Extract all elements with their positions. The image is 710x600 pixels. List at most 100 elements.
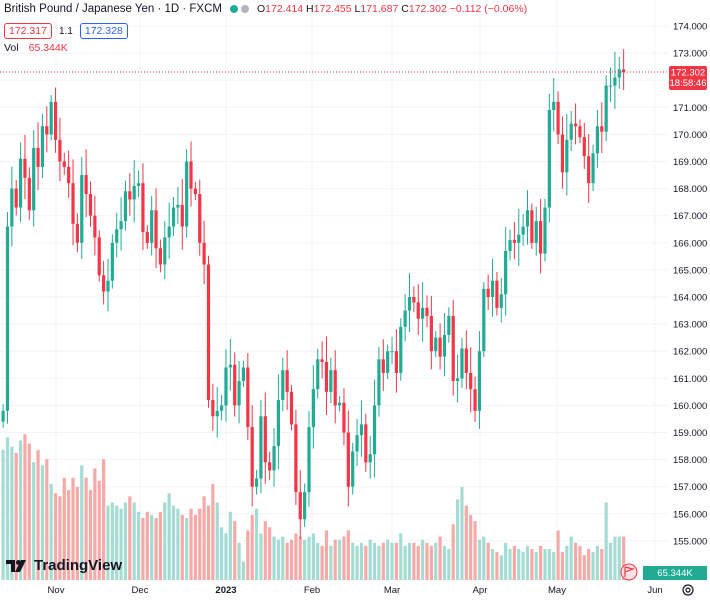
volume-bar xyxy=(49,483,53,580)
volume-tag-value: 65.344K xyxy=(657,568,693,579)
candle-body xyxy=(14,188,18,208)
volume-bar xyxy=(355,545,359,580)
volume-bar xyxy=(490,549,495,580)
candle-body xyxy=(316,359,320,390)
volume-bar xyxy=(106,505,110,580)
candle-body xyxy=(512,240,516,243)
candle xyxy=(27,167,31,220)
candle-body xyxy=(442,334,447,357)
candle-body xyxy=(617,69,621,78)
candle xyxy=(582,122,586,170)
candle-body xyxy=(534,221,538,243)
candle xyxy=(508,229,512,261)
volume-bar xyxy=(246,530,250,580)
candle-body xyxy=(394,351,398,373)
flag-icon[interactable] xyxy=(620,563,638,581)
candle-body xyxy=(469,372,473,390)
price-tag-countdown: 18:58:46 xyxy=(670,78,707,89)
volume-bar xyxy=(32,462,36,580)
candle-body xyxy=(233,364,237,406)
candle xyxy=(18,142,23,223)
volume-bar xyxy=(294,533,298,580)
candle xyxy=(460,337,464,388)
candle-body xyxy=(372,405,377,455)
candle-body xyxy=(412,297,416,303)
candle-body xyxy=(407,297,412,311)
tradingview-logo[interactable]: TradingView xyxy=(6,557,122,574)
candle-body xyxy=(115,229,119,243)
candle xyxy=(268,451,272,480)
volume-bar xyxy=(189,508,193,580)
volume-bar xyxy=(517,549,521,580)
candle-body xyxy=(303,492,307,520)
volume-bar xyxy=(202,496,206,580)
volume-bar xyxy=(455,499,460,580)
volume-bar xyxy=(486,542,490,580)
candle xyxy=(154,188,158,268)
candle-body xyxy=(123,191,128,222)
gear-icon[interactable] xyxy=(682,584,694,596)
volume-bar xyxy=(573,542,578,580)
volume-tag-background xyxy=(643,566,707,580)
symbol-title[interactable]: British Pound / Japanese Yen · 1D · FXCM xyxy=(4,3,222,15)
volume-bar xyxy=(416,545,420,580)
volume-bar xyxy=(298,536,302,580)
sell-price-button[interactable]: 172.317 xyxy=(4,23,52,39)
volume-bar xyxy=(552,552,556,580)
candle-body xyxy=(163,237,167,265)
volume-bar xyxy=(23,434,27,580)
candle-body xyxy=(482,288,486,352)
volume-bar xyxy=(289,539,294,580)
volume-bar xyxy=(93,468,97,580)
candle xyxy=(324,336,329,416)
volume-bar xyxy=(285,542,289,580)
candle-body xyxy=(464,348,468,373)
candle xyxy=(372,379,377,478)
volume-bar xyxy=(477,539,482,580)
candle xyxy=(88,181,93,227)
candle xyxy=(316,348,320,399)
candle xyxy=(145,225,149,249)
candle xyxy=(93,195,97,256)
volume-bar xyxy=(407,542,412,580)
candle xyxy=(259,399,263,494)
buy-price-button[interactable]: 172.328 xyxy=(79,23,128,39)
candle xyxy=(128,173,132,216)
price-tick-label: 166.000 xyxy=(673,238,707,249)
candle-body xyxy=(106,280,110,292)
candle-body xyxy=(477,351,482,411)
candle-body xyxy=(58,139,62,162)
candle-body xyxy=(473,389,477,411)
candle xyxy=(23,134,27,200)
candle xyxy=(455,354,460,403)
volume-bar xyxy=(263,521,267,580)
time-tick-label: Nov xyxy=(48,585,65,596)
candle-body xyxy=(158,248,163,265)
volume-bar xyxy=(224,533,228,580)
candle xyxy=(32,129,36,227)
volume-bar xyxy=(281,536,285,580)
candle-body xyxy=(45,126,49,135)
candle-body xyxy=(1,410,5,422)
status-icon xyxy=(240,5,249,13)
candle xyxy=(337,395,342,412)
candle-body xyxy=(455,378,460,382)
candle-body xyxy=(224,367,228,406)
time-tick-label: Apr xyxy=(473,585,488,596)
candle-body xyxy=(176,204,180,208)
volume-bar xyxy=(158,511,163,580)
volume-bar xyxy=(346,530,350,580)
candle xyxy=(84,149,88,218)
candle-body xyxy=(573,123,578,127)
candle-body xyxy=(447,315,451,335)
time-tick-label: May xyxy=(548,585,566,596)
candle xyxy=(36,122,40,191)
candle xyxy=(495,272,499,316)
ohlc-values: O172.414 H172.455 L171.687 C172.302 −0.1… xyxy=(256,3,528,15)
candle xyxy=(490,258,495,317)
candle xyxy=(403,294,407,342)
candle-body xyxy=(10,188,14,227)
candle-body xyxy=(582,137,586,157)
volume-bar xyxy=(119,508,123,580)
